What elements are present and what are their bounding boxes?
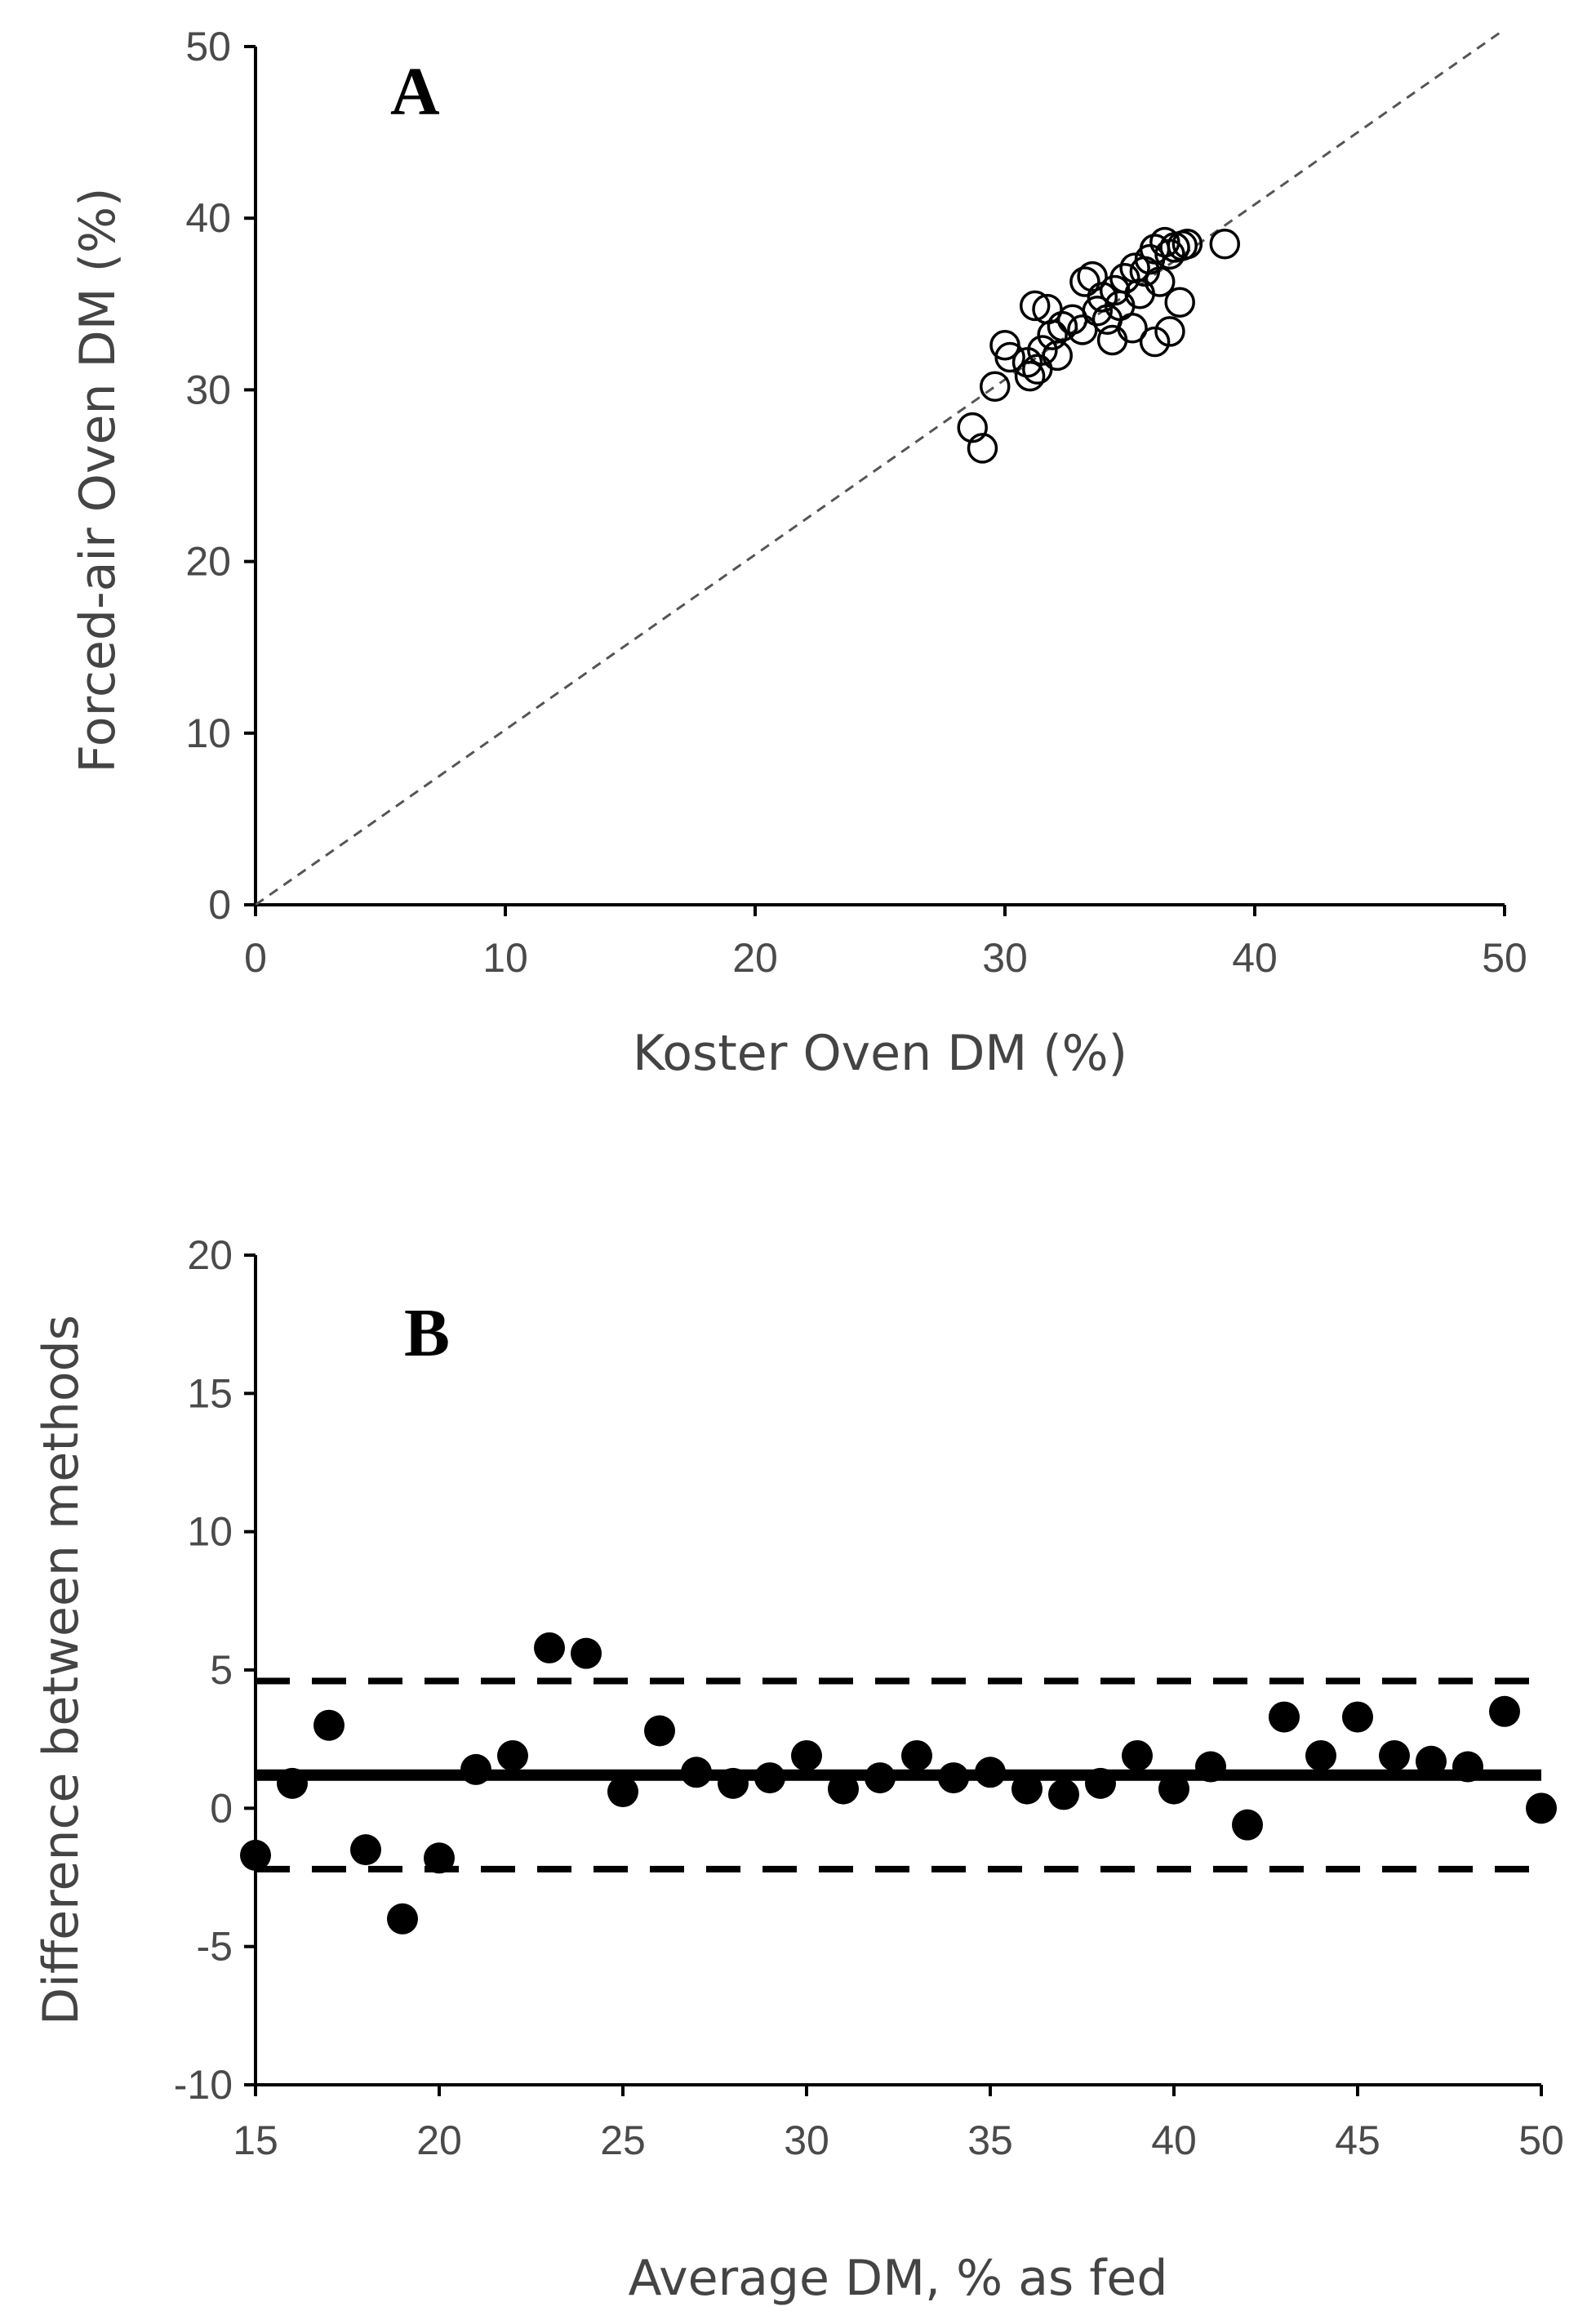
panel-b-point xyxy=(791,1739,822,1771)
panel-b-x-tick-label: 30 xyxy=(784,2117,829,2163)
panel-a-point xyxy=(1139,326,1171,358)
panel-a-y-tick-label: 20 xyxy=(185,539,231,585)
panel-a-y-tick-label: 50 xyxy=(185,24,231,69)
panel-b-point xyxy=(1526,1792,1557,1824)
panel-b-point xyxy=(1122,1739,1153,1771)
panel-b-y-tick-label: 5 xyxy=(210,1647,233,1693)
panel-b-x-tick-label: 25 xyxy=(600,2117,646,2163)
panel-b-x-tick-label: 20 xyxy=(416,2117,462,2163)
panel-b-point xyxy=(1305,1739,1336,1771)
panel-a-x-tick-label: 30 xyxy=(982,935,1028,981)
panel-a-point xyxy=(1209,228,1241,260)
panel-a-points xyxy=(957,226,1241,464)
panel-b-x-tick-label: 35 xyxy=(967,2117,1013,2163)
panel-a-point xyxy=(1154,316,1185,347)
panel-b-y-ticks: -10 -5 0 5 10 15 20 xyxy=(174,1232,256,2108)
panel-a-x-ticks: 0 10 20 30 40 50 xyxy=(244,905,1527,981)
panel-a-y-tick-label: 0 xyxy=(208,882,231,928)
panel-a-point xyxy=(1019,290,1051,322)
panel-a-point xyxy=(1047,310,1078,342)
panel-b-point xyxy=(1195,1751,1226,1783)
panel-b-x-axis-title: Average DM, % as fed xyxy=(629,2250,1168,2307)
panel-a-point xyxy=(980,371,1011,402)
panel-b-x-tick-label: 40 xyxy=(1151,2117,1197,2163)
panel-a-y-axis-title: Forced-air Oven DM (%) xyxy=(69,188,127,773)
panel-a-point xyxy=(1027,335,1058,366)
panel-b-y-tick-label: -10 xyxy=(174,2062,233,2108)
panel-b-point xyxy=(1269,1701,1300,1733)
panel-a-y-ticks: 0 10 20 30 40 50 xyxy=(185,24,256,928)
panel-b-point xyxy=(718,1767,749,1799)
panel-b-point xyxy=(1048,1779,1079,1810)
panel-b-point xyxy=(975,1757,1006,1788)
panel-a-x-tick-label: 10 xyxy=(482,935,528,981)
panel-a-y-tick-label: 10 xyxy=(185,710,231,756)
panel-b-point xyxy=(865,1762,896,1794)
panel-b-point xyxy=(460,1753,491,1785)
panel-b-point xyxy=(277,1767,308,1799)
panel-b-x-ticks: 15 20 25 30 35 40 45 50 xyxy=(233,2085,1564,2163)
panel-a-point xyxy=(1164,287,1195,318)
panel-b-point xyxy=(1085,1767,1116,1799)
panel-b-point xyxy=(1452,1751,1483,1783)
panel-b-x-tick-label: 50 xyxy=(1518,2117,1564,2163)
panel-a-point xyxy=(1069,266,1100,297)
panel-b-point xyxy=(681,1757,712,1788)
panel-b-point xyxy=(938,1762,969,1794)
panel-b-point xyxy=(1489,1695,1520,1727)
panel-a-point xyxy=(1171,228,1203,260)
panel-a-y-tick-label: 40 xyxy=(185,195,231,241)
panel-b-point xyxy=(1158,1773,1189,1805)
panel-a-x-tick-label: 50 xyxy=(1482,935,1527,981)
panel-b-point xyxy=(313,1709,345,1741)
panel-b-x-tick-label: 45 xyxy=(1335,2117,1380,2163)
panel-b-point xyxy=(424,1842,455,1874)
panel-a-point xyxy=(967,433,998,464)
panel-b-point xyxy=(1416,1745,1447,1777)
panel-b-y-tick-label: 20 xyxy=(187,1232,233,1278)
panel-b-points xyxy=(240,1632,1557,1935)
panel-a-x-tick-label: 0 xyxy=(244,935,267,981)
panel-a-point xyxy=(1014,360,1046,392)
panel-b-point xyxy=(1379,1739,1410,1771)
panel-b-point xyxy=(607,1776,638,1808)
panel-a-point xyxy=(994,341,1025,373)
panel-b-y-tick-label: 15 xyxy=(187,1370,233,1416)
panel-b-label: B xyxy=(404,1295,450,1371)
panel-a-label: A xyxy=(390,54,440,130)
panel-a-point xyxy=(1117,312,1148,344)
panel-b-point xyxy=(387,1903,418,1935)
panel-b-y-axis-title: Difference between methods xyxy=(33,1315,90,2025)
panel-a-point xyxy=(1144,266,1176,297)
panel-b-point xyxy=(1011,1773,1043,1805)
panel-b-point xyxy=(901,1739,932,1771)
panel-b-x-tick-label: 15 xyxy=(233,2117,278,2163)
panel-a-x-tick-label: 40 xyxy=(1232,935,1278,981)
panel-a-point xyxy=(1042,340,1074,372)
panel-b-y-tick-label: 10 xyxy=(187,1509,233,1555)
panel-b-point xyxy=(497,1739,528,1771)
panel-b-point xyxy=(644,1715,675,1747)
panel-b-point xyxy=(828,1773,859,1805)
panel-a-reference-line xyxy=(255,28,1505,906)
panel-a-point xyxy=(1077,260,1108,292)
panel-b-point xyxy=(571,1637,602,1669)
panel-b-point xyxy=(754,1762,785,1794)
panel-b-point xyxy=(240,1839,271,1871)
panel-a-point xyxy=(1082,295,1113,327)
panel-b-point xyxy=(534,1632,565,1663)
panel-a-y-tick-label: 30 xyxy=(185,367,231,412)
panel-b-y-tick-label: -5 xyxy=(197,1924,233,1970)
panel-a-point xyxy=(1037,319,1068,350)
panel-b-point xyxy=(1342,1701,1373,1733)
panel-b-point xyxy=(1232,1809,1263,1841)
panel-b-bland-altman: -10 -5 0 5 10 15 20 15 20 25 30 35 40 45 50 B Average… xyxy=(33,1232,1564,2307)
panel-a-x-tick-label: 20 xyxy=(732,935,778,981)
panel-b-point xyxy=(350,1834,381,1866)
panel-b-y-tick-label: 0 xyxy=(210,1785,233,1831)
panel-a-point xyxy=(957,412,988,443)
panel-a-scatter: 0 10 20 30 40 50 0 10 20 30 40 50 A Koster Oven DM… xyxy=(69,24,1527,1082)
panel-a-x-axis-title: Koster Oven DM (%) xyxy=(633,1025,1127,1082)
